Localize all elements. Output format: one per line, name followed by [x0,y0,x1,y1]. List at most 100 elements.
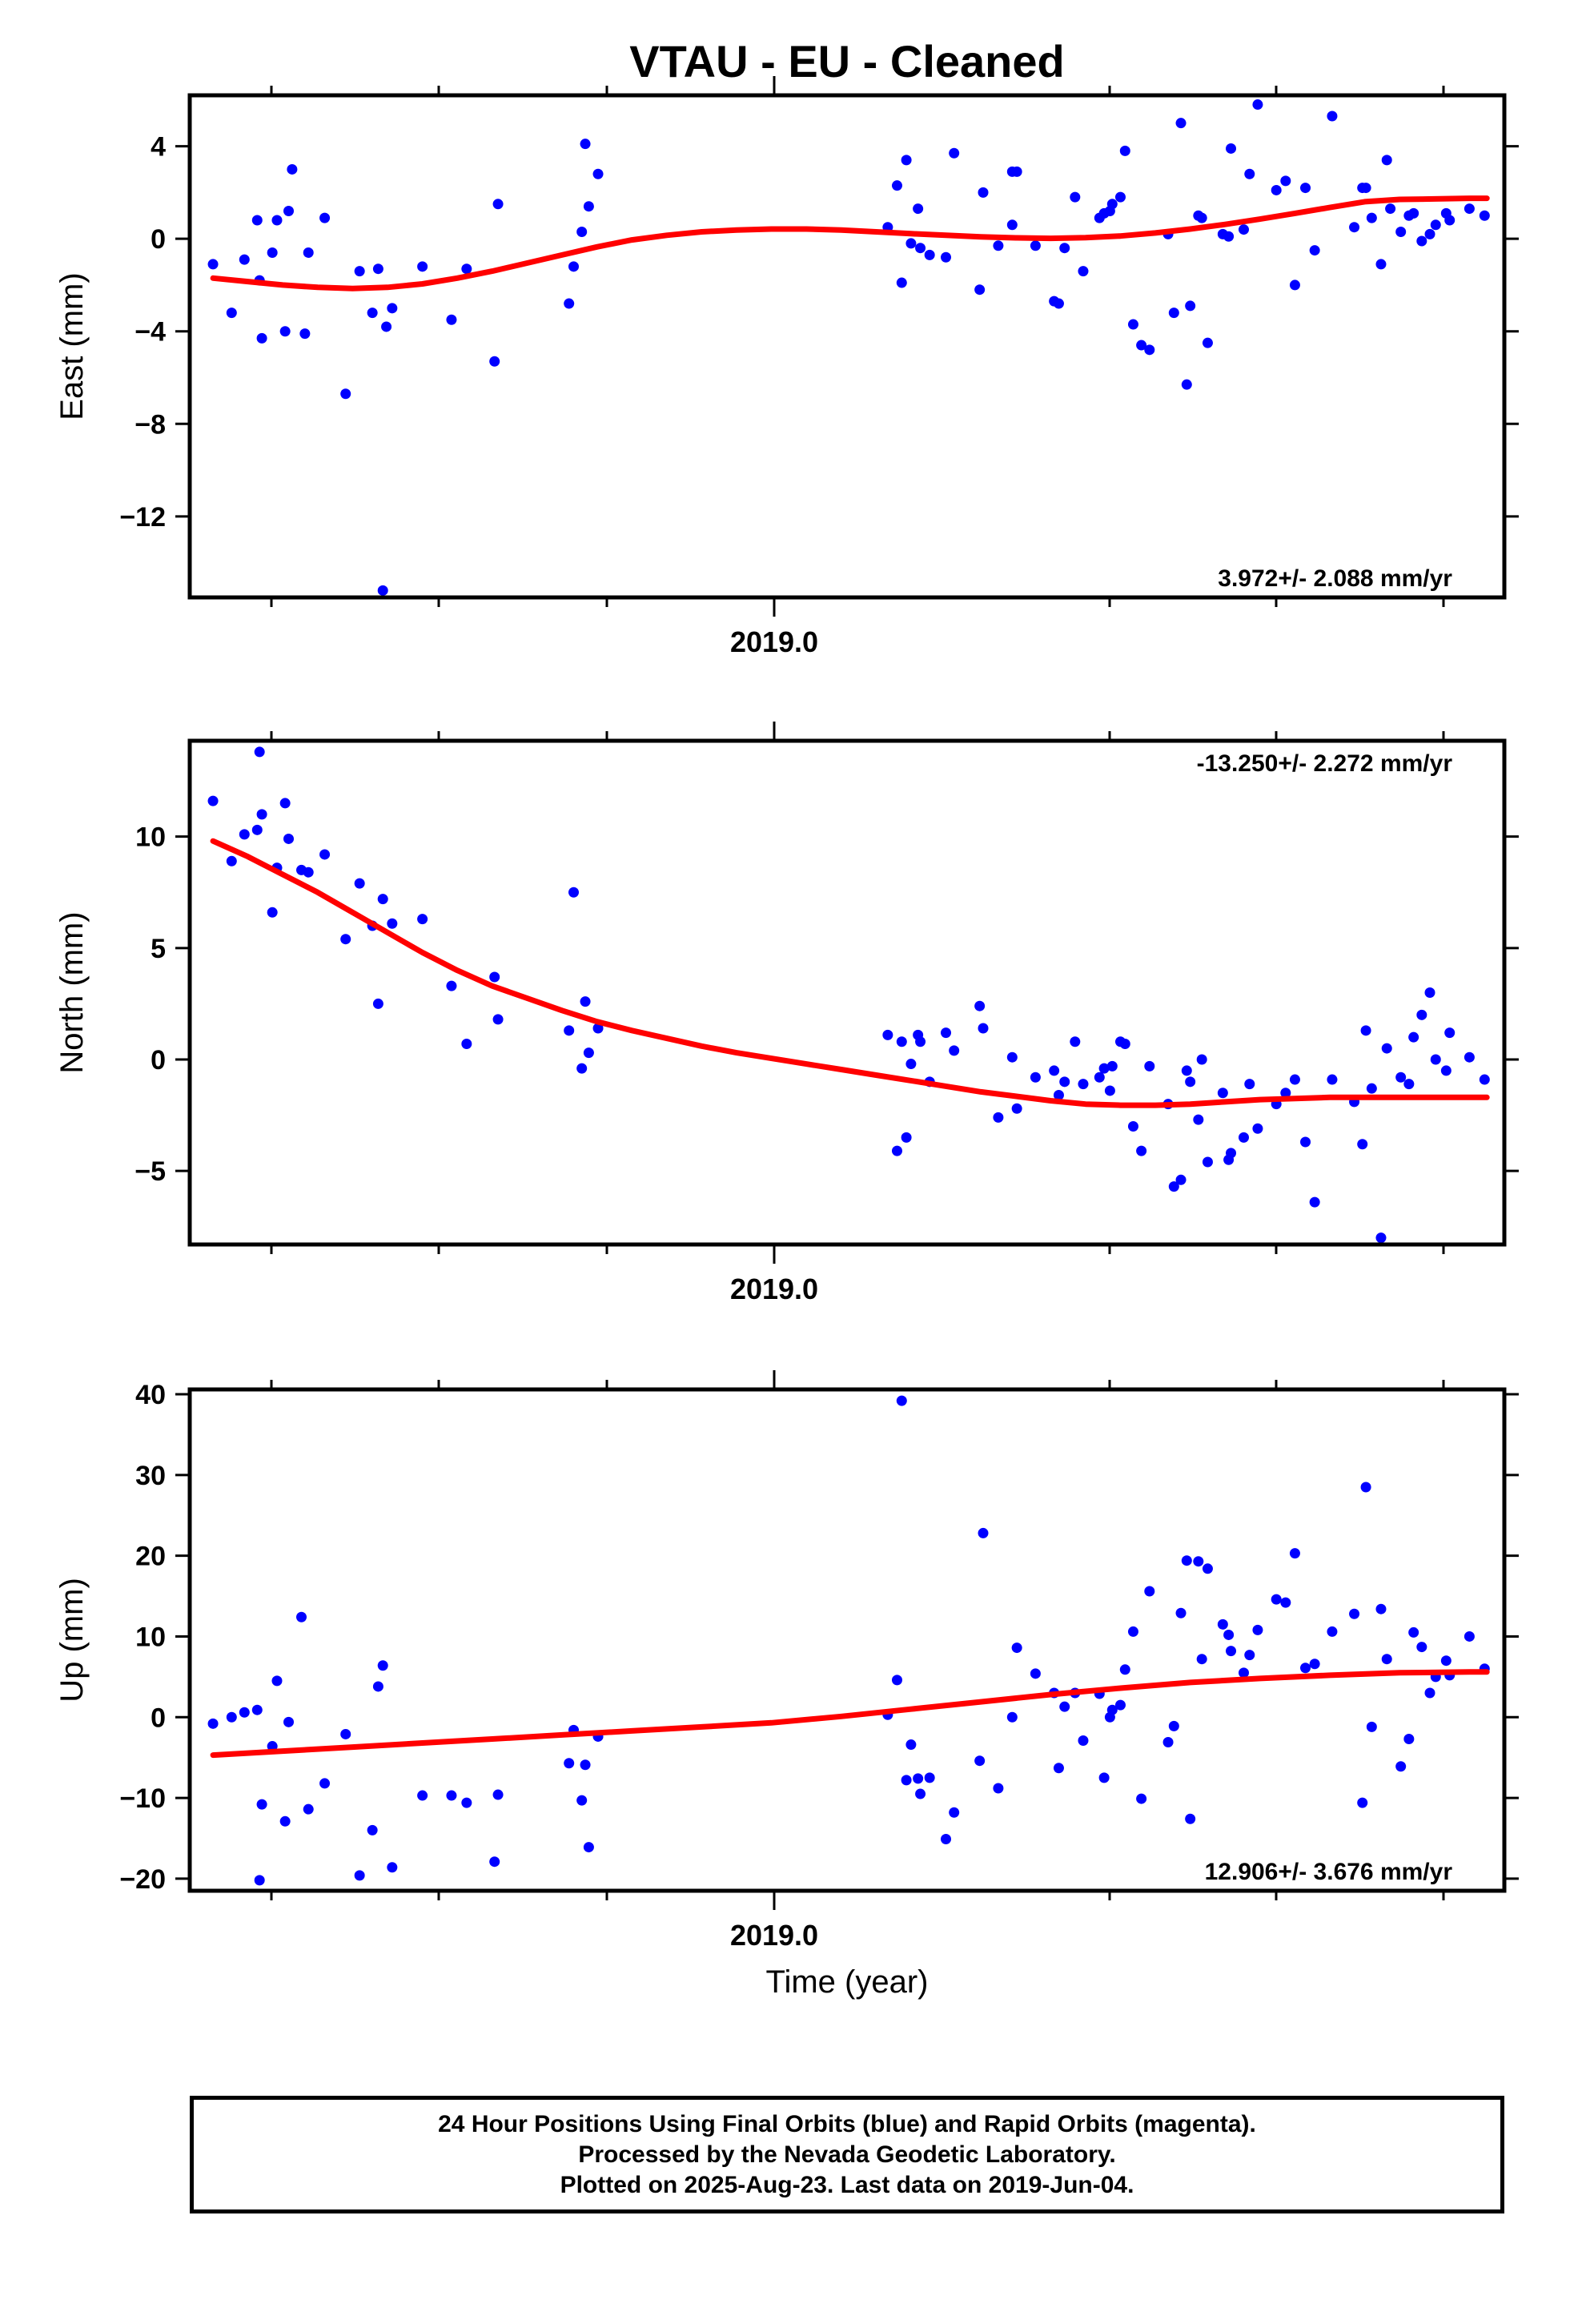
data-point [377,1660,388,1671]
data-point [446,1790,457,1801]
panel-north: 10 5 0 −5 2019.0 -13.250+/- 2.272 mm/yr North … [54,722,1519,1305]
data-point [251,215,263,226]
data-point [387,303,398,314]
data-points [207,99,1490,596]
data-point [461,1039,472,1050]
data-point [279,1815,291,1827]
data-point [1144,1060,1155,1072]
data-point [372,1681,383,1692]
data-point [993,1783,1004,1794]
data-point [1424,228,1435,239]
data-point [1094,1072,1105,1083]
data-point [387,1862,398,1873]
data-point [267,247,278,258]
y-tick-label: 10 [135,822,166,853]
data-point [1059,1076,1070,1088]
data-point [949,147,960,159]
data-point [340,1728,351,1739]
y-tick-label: −8 [135,409,166,440]
data-point [1078,1079,1089,1090]
data-point [1440,1065,1452,1076]
data-point [1175,1607,1186,1618]
data-point [1381,155,1392,166]
data-point [1375,1603,1387,1614]
plot-frame [187,93,1507,600]
data-point [1217,1618,1228,1630]
footer-line-1: 24 Hour Positions Using Final Orbits (bl… [438,2110,1256,2137]
data-point [941,1027,952,1039]
data-point [1223,231,1235,242]
data-point [1395,226,1407,237]
data-point [1114,191,1126,203]
y-axis-label: Up (mm) [54,1578,90,1703]
data-point [896,1036,907,1047]
data-point [1300,1136,1311,1148]
data-point [993,1112,1004,1123]
data-point [1053,1763,1064,1774]
data-point [580,139,591,150]
data-point [1464,1051,1475,1063]
data-point [1408,207,1419,219]
data-point [1430,1054,1441,1065]
data-point [256,332,267,344]
data-point [1403,1079,1415,1090]
data-point [377,894,388,905]
data-point [913,203,924,215]
y-tick-label: −12 [119,502,166,533]
footer-box: 24 Hour Positions Using Final Orbits (bl… [190,2096,1504,2213]
x-tick-label: 2019.0 [730,1919,818,1952]
data-point [1271,184,1282,195]
data-point [283,205,295,216]
data-point [1193,1556,1204,1567]
y-tick-label: 40 [135,1380,166,1410]
data-point [1309,245,1320,256]
data-point [915,1788,926,1799]
data-point [1144,1586,1155,1597]
data-point [1226,143,1237,154]
data-point [1202,337,1213,348]
data-point [1360,1482,1371,1493]
data-point [299,328,311,340]
data-point [1309,1196,1320,1208]
data-point [1181,1555,1192,1566]
data-point [1127,319,1138,330]
data-point [372,263,383,275]
data-point [226,1711,237,1723]
data-point [1114,1699,1126,1711]
data-point [1078,1735,1089,1747]
data-point [564,298,575,309]
data-point [461,263,472,275]
data-point [913,1773,924,1784]
data-point [882,1029,893,1040]
y-axis-label: North (mm) [54,911,90,1073]
data-point [974,1755,986,1767]
data-point [1119,145,1130,156]
data-point [978,187,989,198]
data-point [1006,219,1018,231]
fit-curve [210,1669,1490,1759]
data-point [489,1856,500,1868]
data-point [239,254,250,265]
data-point [492,199,504,210]
data-point [1424,1687,1435,1699]
data-point [924,1772,935,1783]
data-point [583,1047,594,1059]
data-point [1106,199,1118,210]
data-point [891,180,902,191]
data-point [1185,1076,1196,1088]
data-point [1464,203,1475,215]
data-point [891,1675,902,1686]
data-point [303,247,314,258]
data-point [583,201,594,212]
data-point [1366,1721,1377,1732]
footer-line-2: Processed by the Nevada Geodetic Laborat… [578,2141,1116,2168]
data-point [239,1707,250,1718]
data-point [1385,203,1396,215]
data-point [1168,308,1179,319]
data-point [896,1395,907,1406]
data-point [1349,1608,1360,1619]
y-tick-label: −4 [135,317,166,348]
data-point [1289,1074,1300,1085]
data-point [1309,1659,1320,1670]
data-point [901,1775,912,1786]
